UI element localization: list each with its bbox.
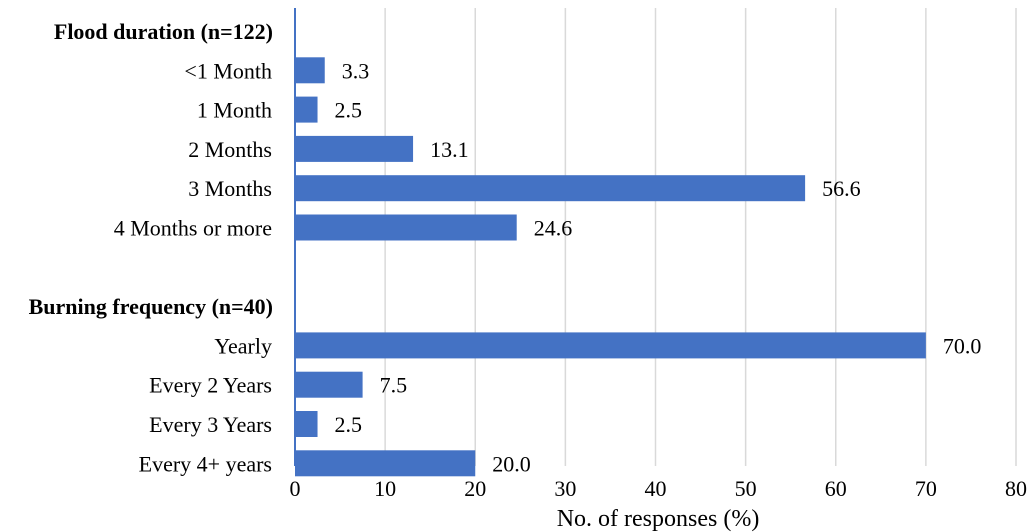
gridlines <box>384 8 1017 466</box>
data-label-1-1: 7.5 <box>380 373 408 398</box>
group-label-1: Burning frequency (n=40) <box>29 294 273 319</box>
category-label-0-4: 4 Months or more <box>114 216 272 241</box>
category-label-0-0: <1 Month <box>184 58 272 83</box>
bar-0-0 <box>295 57 325 84</box>
group-label-0: Flood duration (n=122) <box>54 19 273 44</box>
x-tick-label-50: 50 <box>735 476 757 501</box>
x-tick-label-60: 60 <box>825 476 847 501</box>
bar-0-1 <box>295 96 318 123</box>
bar-1-2 <box>295 411 318 437</box>
bar-0-4 <box>295 214 517 241</box>
bars <box>295 57 926 477</box>
x-tick-label-0: 0 <box>290 476 301 501</box>
category-label-1-2: Every 3 Years <box>149 412 272 437</box>
data-label-1-0: 70.0 <box>943 333 982 358</box>
bar-1-1 <box>295 371 363 398</box>
bar-0-3 <box>295 175 806 202</box>
bar-1-0 <box>295 332 926 359</box>
category-label-0-3: 3 Months <box>188 176 272 201</box>
data-label-0-2: 13.1 <box>430 137 469 162</box>
data-label-0-1: 2.5 <box>335 98 363 123</box>
x-tick-label-10: 10 <box>374 476 396 501</box>
bar-1-3 <box>295 450 476 477</box>
data-label-0-0: 3.3 <box>342 58 370 83</box>
category-label-1-3: Every 4+ years <box>139 451 272 476</box>
x-tick-label-30: 30 <box>554 476 576 501</box>
bar-0-2 <box>295 135 414 162</box>
category-label-1-0: Yearly <box>214 333 272 358</box>
x-tick-label-40: 40 <box>645 476 667 501</box>
category-label-1-1: Every 2 Years <box>149 373 272 398</box>
x-axis-title: No. of responses (%) <box>557 506 760 532</box>
data-label-0-3: 56.6 <box>822 176 861 201</box>
category-label-0-1: 1 Month <box>197 98 272 123</box>
category-label-0-2: 2 Months <box>188 137 272 162</box>
x-tick-label-20: 20 <box>464 476 486 501</box>
labels: Flood duration (n=122) <1 Month 3.3 1 Month… <box>29 19 982 476</box>
data-label-1-2: 2.5 <box>335 412 363 437</box>
data-label-1-3: 20.0 <box>492 451 531 476</box>
x-axis-ticks: 0 10 20 30 40 50 60 70 80 <box>290 476 1028 501</box>
x-tick-label-80: 80 <box>1005 476 1027 501</box>
x-tick-label-70: 70 <box>915 476 937 501</box>
data-label-0-4: 24.6 <box>534 216 573 241</box>
